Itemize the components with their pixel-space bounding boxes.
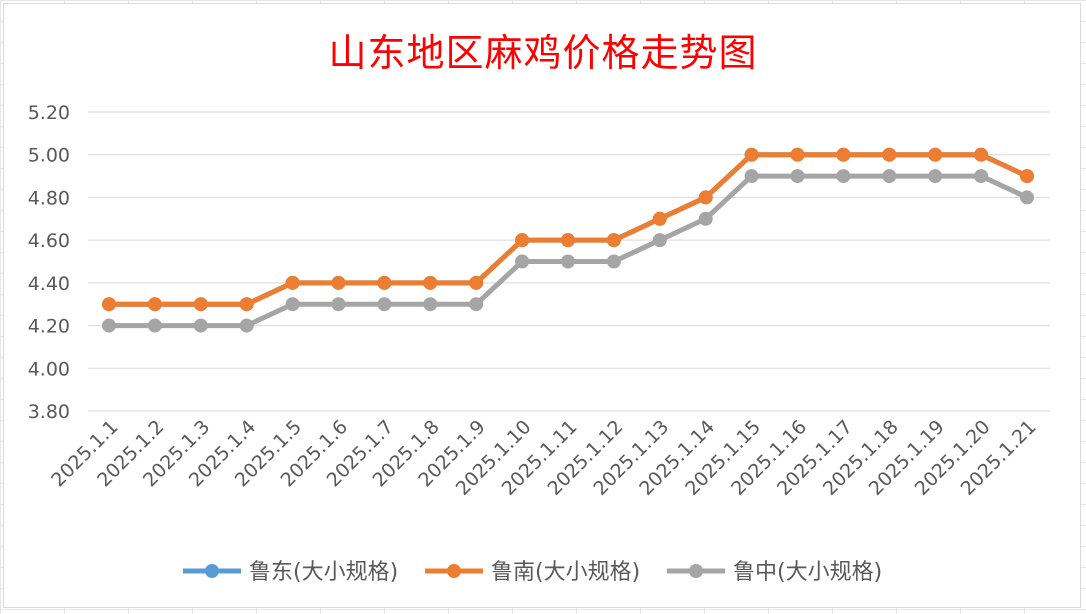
data-point	[606, 254, 621, 269]
legend-label: 鲁中(大小规格)	[733, 560, 882, 585]
y-tick-label: 4.40	[28, 273, 70, 295]
data-point	[606, 233, 621, 248]
data-point	[331, 297, 346, 312]
data-point	[974, 169, 989, 184]
legend-label: 鲁东(大小规格)	[249, 560, 398, 585]
y-tick-label: 5.20	[28, 102, 70, 124]
data-point	[147, 318, 162, 333]
data-point	[147, 297, 162, 312]
data-point	[239, 318, 254, 333]
data-point	[974, 147, 989, 162]
data-point	[515, 254, 530, 269]
data-point	[652, 233, 667, 248]
x-axis-ticks: 2025.1.12025.1.22025.1.32025.1.42025.1.5…	[47, 416, 1040, 500]
data-point	[790, 147, 805, 162]
series-lines	[102, 147, 1034, 333]
data-point	[561, 254, 575, 269]
data-point	[331, 275, 346, 290]
y-tick-label: 4.20	[28, 316, 70, 338]
data-point	[102, 318, 116, 333]
data-point	[882, 169, 897, 184]
chart-title: 山东地区麻鸡价格走势图	[328, 31, 758, 75]
y-tick-label: 3.80	[28, 401, 70, 423]
data-point	[193, 318, 208, 333]
data-point	[423, 275, 438, 290]
y-tick-label: 5.00	[28, 145, 70, 167]
legend-swatch-marker	[447, 564, 461, 578]
data-point	[698, 190, 713, 205]
data-point	[102, 297, 116, 312]
data-point	[377, 275, 392, 290]
data-point	[561, 233, 575, 248]
data-point	[285, 297, 300, 312]
data-point	[790, 169, 805, 184]
data-point	[698, 211, 713, 226]
data-point	[285, 275, 300, 290]
y-tick-label: 4.60	[28, 230, 70, 252]
legend-swatch-marker	[689, 564, 703, 578]
series-2	[102, 169, 1034, 333]
legend-item[interactable]: 鲁中(大小规格)	[667, 560, 882, 585]
legend-label: 鲁南(大小规格)	[491, 560, 640, 585]
legend-swatch-marker	[205, 564, 219, 578]
y-tick-label: 4.80	[28, 187, 70, 209]
data-point	[469, 275, 484, 290]
data-point	[423, 297, 438, 312]
data-point	[744, 147, 759, 162]
data-point	[1020, 169, 1034, 184]
legend-item[interactable]: 鲁东(大小规格)	[183, 560, 398, 585]
data-point	[193, 297, 208, 312]
series-1	[102, 147, 1034, 312]
data-point	[836, 169, 851, 184]
legend-item[interactable]: 鲁南(大小规格)	[425, 560, 640, 585]
y-axis-ticks: 3.80 4.00 4.20 4.40 4.60 4.80 5.00 5.20	[28, 102, 70, 423]
data-point	[836, 147, 851, 162]
data-point	[239, 297, 254, 312]
data-point	[928, 147, 943, 162]
data-point	[882, 147, 897, 162]
data-point	[744, 169, 759, 184]
data-point	[469, 297, 484, 312]
data-point	[377, 297, 392, 312]
y-tick-label: 4.00	[28, 358, 70, 380]
data-point	[652, 211, 667, 226]
data-point	[515, 233, 530, 248]
data-point	[1020, 190, 1034, 205]
data-point	[928, 169, 943, 184]
legend: 鲁东(大小规格) 鲁南(大小规格) 鲁中(大小规格)	[183, 560, 882, 585]
